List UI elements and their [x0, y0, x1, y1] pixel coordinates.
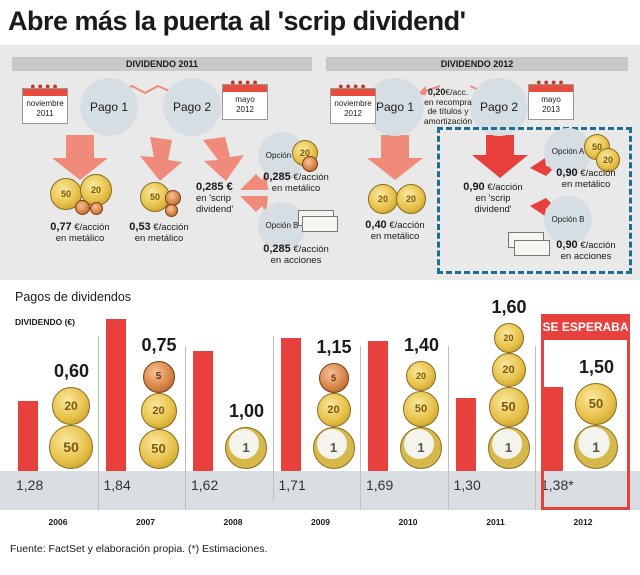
coin-icon-50: 50 — [575, 383, 617, 425]
bar-value-label: 1,71 — [278, 477, 306, 493]
coin-icon-50: 50 — [138, 429, 179, 469]
pago1-2011-label: 0,77 €/acción en metálico — [50, 221, 110, 245]
dividend-label: 1,15 — [316, 337, 352, 357]
value-band — [0, 471, 640, 510]
expected-2012-box — [541, 314, 630, 510]
coin-icon-5 — [75, 200, 90, 215]
opcion-a-2012-label: 0,90 €/acción en metálico — [556, 167, 616, 191]
year-label: 2012 — [573, 517, 593, 527]
bar-2010 — [368, 341, 388, 471]
column-separator — [447, 346, 449, 510]
coin-icon-1: 1 — [312, 427, 355, 469]
bar-2008 — [193, 351, 213, 471]
bar-value-label: 1,84 — [103, 477, 131, 493]
coin-icon-50: 50 — [49, 425, 93, 469]
bar-2006 — [18, 401, 38, 471]
chart-subtitle: Pagos de dividendos — [15, 290, 132, 304]
bar-2011 — [455, 398, 476, 471]
opcion-b-2012-circle: Opción B — [544, 196, 592, 244]
opcion-b-2011-label: 0,285 €/acción en acciones — [263, 243, 329, 267]
coin-icon-20: 20 — [396, 184, 426, 214]
bar-value-label: 1,30 — [453, 477, 481, 493]
calendar-icon-may-2012: ●●●● mayo 2012 — [222, 77, 268, 120]
year-label: 2008 — [223, 517, 243, 527]
column-separator — [185, 346, 186, 510]
coin-icon-20: 20 — [493, 323, 524, 353]
scrip-2012-highlight-box — [437, 127, 632, 274]
chart-ylabel: DIVIDENDO (€) — [15, 317, 75, 327]
coin-icon-1: 1 — [487, 427, 530, 469]
coin-icon-1 — [90, 202, 103, 215]
expected-2012-label: SE ESPERABA — [541, 314, 630, 340]
column-separator — [360, 346, 361, 510]
year-label: 2010 — [398, 517, 418, 527]
column-separator — [97, 336, 99, 510]
header-2011: DIVIDENDO 2011 — [12, 57, 312, 71]
coin-icon-5: 5 — [142, 361, 175, 393]
coin-icon-20: 20 — [491, 353, 526, 387]
calendar-icon-may-2013: ●●●● mayo 2013 — [528, 77, 574, 120]
column-separator — [535, 346, 536, 510]
coin-icon-50: 50 — [488, 387, 529, 427]
coin-icon-1: 1 — [574, 425, 618, 469]
year-label: 2011 — [486, 517, 505, 527]
bar-value-label: 1,28 — [16, 477, 44, 493]
pago2-2011-cash-label: 0,53 €/acción en metálico — [129, 221, 189, 245]
year-label: 2006 — [48, 517, 68, 527]
dividend-label: 1,60 — [491, 297, 527, 317]
pago2-2011-circle: Pago 2 — [163, 78, 221, 136]
coin-icon-20: 20 — [140, 393, 177, 429]
pago2-2012-circle: Pago 2 — [470, 78, 528, 136]
year-label: 2009 — [311, 517, 330, 527]
calendar-icon-nov-2012: ●●●● noviembre 2012 — [330, 81, 376, 124]
source-footnote: Fuente: FactSet y elaboración propia. (*… — [10, 543, 268, 555]
scrip-2011-label: 0,285 € en 'scrip dividend' — [196, 181, 234, 216]
coin-icon-20: 20 — [368, 184, 398, 214]
coin-icon-1: 1 — [225, 427, 267, 469]
bar-value-label: 1,69 — [366, 477, 394, 493]
share-certificate-icon — [302, 216, 338, 232]
coin-icon-20: 20 — [406, 361, 436, 391]
dividend-label: 1,50 — [579, 357, 615, 377]
coin-icon-5 — [302, 156, 318, 172]
bar-2012 — [543, 386, 563, 471]
coin-icon-20: 20 — [316, 393, 351, 427]
pago1-2011-circle: Pago 1 — [80, 78, 138, 136]
bar-2007 — [105, 319, 126, 471]
dividend-label: 0,75 — [141, 335, 177, 355]
share-certificate-icon — [514, 240, 550, 256]
coin-icon-5: 5 — [318, 363, 349, 393]
page-title: Abre más la puerta al 'scrip dividend' — [8, 6, 466, 36]
year-label: 2007 — [136, 517, 155, 527]
scrip-2012-label: 0,90 €/acción en 'scrip dividend' — [463, 181, 523, 216]
dividend-label: 0,60 — [54, 361, 90, 381]
header-2012: DIVIDENDO 2012 — [326, 57, 628, 71]
buyback-note: 0,20€/acc. en recompra de títulos y amortiz… — [423, 87, 473, 126]
pago1-2012-label: 0,40 €/acción en metálico — [365, 219, 425, 243]
coin-icon-50: 50 — [403, 391, 439, 427]
coin-icon-20: 20 — [596, 148, 620, 172]
opcion-b-2012-label: 0,90 €/acción en acciones — [556, 239, 616, 263]
coin-icon-1 — [165, 204, 178, 217]
calendar-icon-nov-2011: ●●●● noviembre 2011 — [22, 81, 68, 124]
bar-value-label: 1,62 — [191, 477, 219, 493]
bar-value-label: 1,38* — [541, 477, 574, 493]
coin-icon-20: 20 — [52, 387, 90, 425]
opcion-a-2011-label: 0,285 €/acción en metálico — [263, 171, 329, 195]
dividend-label: 1,40 — [404, 335, 440, 355]
coin-icon-1: 1 — [400, 427, 442, 469]
dividend-label: 1,00 — [229, 401, 265, 421]
column-separator — [272, 336, 274, 500]
bar-2009 — [280, 338, 301, 471]
